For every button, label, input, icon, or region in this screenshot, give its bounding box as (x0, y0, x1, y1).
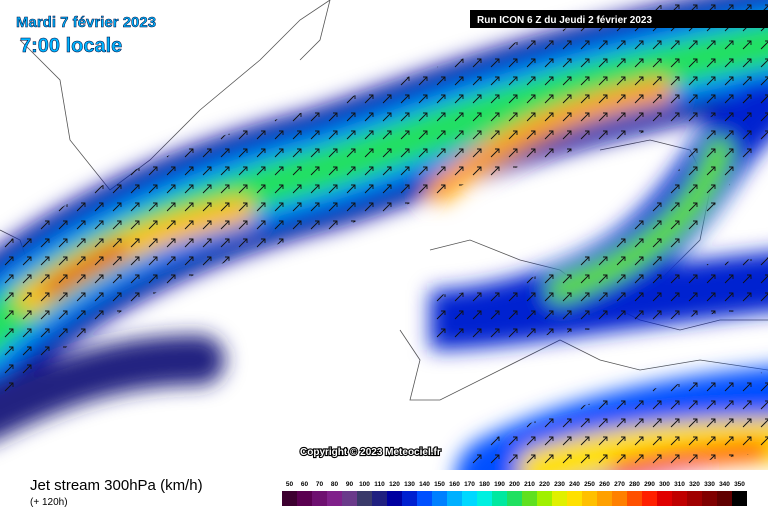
color-swatch (447, 491, 462, 506)
colorbar-label: 280 (629, 481, 640, 488)
color-swatch (372, 491, 387, 506)
colorbar: 50 60 70 80 90 100 110 120 130 140 150 160 170 180 190… (282, 481, 747, 506)
colorbar-label: 260 (599, 481, 610, 488)
color-swatch (552, 491, 567, 506)
colorbar-label: 310 (674, 481, 685, 488)
colorbar-label: 320 (689, 481, 700, 488)
color-swatch (357, 491, 372, 506)
color-swatch (642, 491, 657, 506)
color-swatch (297, 491, 312, 506)
colorbar-label: 70 (316, 481, 324, 488)
date: Mardi 7 février 2023 (16, 14, 156, 31)
colorbar-label: 160 (449, 481, 460, 488)
run-box (470, 10, 768, 28)
color-swatch (657, 491, 672, 506)
color-swatch (717, 491, 732, 506)
color-swatch (522, 491, 537, 506)
color-swatch (432, 491, 447, 506)
colorbar-label: 80 (331, 481, 339, 488)
time: 7:00 locale (20, 35, 122, 57)
colorbar-label: 190 (494, 481, 505, 488)
colorbar-label: 350 (734, 481, 745, 488)
colorbar-label: 220 (539, 481, 550, 488)
colorbar-label: 180 (479, 481, 490, 488)
color-swatch (462, 491, 477, 506)
color-swatch (477, 491, 492, 506)
color-swatch (627, 491, 642, 506)
colorbar-label: 50 (286, 481, 294, 488)
colorbar-label: 130 (404, 481, 415, 488)
colorbar-label: 290 (644, 481, 655, 488)
colorbar-label: 110 (374, 481, 385, 488)
colorbar-label: 340 (719, 481, 730, 488)
color-swatch (582, 491, 597, 506)
lead-time: (+ 120h) (30, 497, 68, 508)
colorbar-label: 210 (524, 481, 535, 488)
color-swatch (312, 491, 327, 506)
map-area (0, 0, 768, 470)
color-swatch (567, 491, 582, 506)
color-swatch (537, 491, 552, 506)
color-swatch (492, 491, 507, 506)
color-swatch (597, 491, 612, 506)
colorbar-label: 140 (419, 481, 430, 488)
legend-title: Jet stream 300hPa (km/h) (30, 477, 203, 494)
colorbar-label: 150 (434, 481, 445, 488)
color-swatch (672, 491, 687, 506)
color-swatch (687, 491, 702, 506)
color-swatch (612, 491, 627, 506)
colorbar-label: 270 (614, 481, 625, 488)
colorbar-label: 230 (554, 481, 565, 488)
colorbar-label: 60 (301, 481, 309, 488)
color-swatch (327, 491, 342, 506)
color-swatch (732, 491, 747, 506)
color-swatch (702, 491, 717, 506)
wind-arrows (0, 0, 768, 470)
color-swatch (342, 491, 357, 506)
color-swatch (507, 491, 522, 506)
colorbar-label: 330 (704, 481, 715, 488)
colorbar-label: 300 (659, 481, 670, 488)
color-swatch (402, 491, 417, 506)
colorbar-label: 250 (584, 481, 595, 488)
color-swatch (282, 491, 297, 506)
color-swatch (387, 491, 402, 506)
colorbar-label: 200 (509, 481, 520, 488)
colorbar-label: 170 (464, 481, 475, 488)
color-swatch (417, 491, 432, 506)
colorbar-label: 120 (389, 481, 400, 488)
run-info: Run ICON 6 Z du Jeudi 2 février 2023 (477, 15, 652, 26)
colorbar-label: 90 (346, 481, 354, 488)
colorbar-label: 100 (359, 481, 370, 488)
copyright: Copyright © 2023 Meteociel.fr (300, 447, 441, 458)
colorbar-label: 240 (569, 481, 580, 488)
